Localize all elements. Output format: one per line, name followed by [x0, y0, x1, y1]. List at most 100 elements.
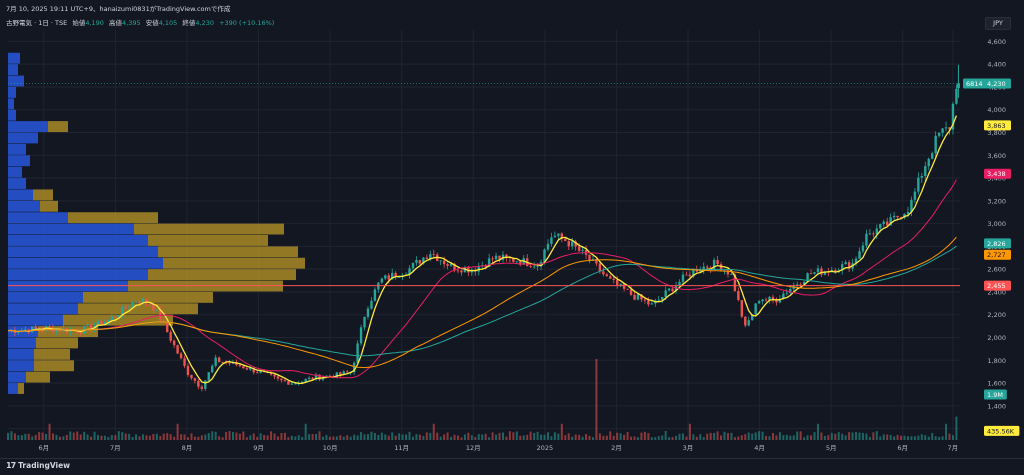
volume-bar	[626, 432, 629, 440]
candle-body	[622, 283, 626, 289]
volume-bar	[58, 436, 61, 440]
high-label: 高値	[109, 19, 123, 27]
volume-bar	[796, 431, 799, 440]
volume-bar	[657, 436, 660, 440]
volume-bar	[481, 434, 484, 440]
volume-bar	[619, 433, 622, 440]
volume-bar	[533, 432, 536, 440]
open-value: 4,190	[85, 19, 104, 27]
symbol-name[interactable]: 古野電気 · 1日 · TSE	[6, 19, 68, 27]
volume-bar	[321, 436, 324, 440]
volume-bar	[221, 437, 224, 440]
volume-bar	[460, 437, 463, 440]
volume-bar	[816, 423, 819, 440]
candle-body	[183, 358, 186, 366]
volume-bar	[290, 435, 293, 440]
volume-profile-row	[8, 178, 26, 189]
volume-bar	[349, 436, 352, 440]
volume-bar	[325, 435, 328, 440]
candle-body	[913, 191, 917, 200]
candle-body	[138, 301, 141, 304]
candle-body	[726, 270, 730, 275]
volume-profile-row	[8, 75, 24, 87]
candle-body	[515, 261, 519, 263]
volume-bar	[484, 433, 487, 440]
candle-body	[782, 293, 785, 300]
volume-profile-row	[8, 246, 158, 258]
volume-bar	[470, 435, 473, 440]
volume-bar	[775, 435, 778, 440]
candle-body	[882, 221, 885, 225]
tradingview-logo[interactable]: 17 TradingView	[6, 461, 70, 470]
candle-body	[307, 377, 311, 380]
candle-body	[245, 368, 249, 370]
volume-bar	[335, 436, 338, 440]
volume-bar	[155, 433, 158, 440]
candle-body	[269, 372, 273, 375]
volume-bar	[837, 432, 840, 440]
candle-body	[910, 199, 913, 212]
candle-body-last	[956, 83, 960, 89]
volume-profile-row	[8, 257, 163, 269]
candle-body	[494, 255, 498, 260]
candle-body	[48, 326, 51, 328]
candle-body	[917, 177, 920, 192]
volume-bar	[754, 432, 757, 440]
candle-body	[176, 345, 179, 354]
volume-bar	[605, 435, 608, 440]
candle-body	[702, 266, 705, 271]
volume-profile-row	[78, 303, 198, 315]
candle-body	[384, 275, 387, 279]
volume-bar	[612, 435, 615, 440]
volume-bar	[751, 433, 754, 440]
volume-bar	[228, 431, 231, 440]
close-label: 終値	[182, 19, 196, 27]
candle-body	[858, 251, 861, 259]
volume-bar	[789, 435, 792, 440]
change-value: +390 (+10.16%)	[219, 19, 275, 27]
currency-button[interactable]: JPY	[985, 17, 1011, 30]
candle-body	[179, 353, 183, 359]
candle-body	[131, 302, 134, 308]
candle-body	[380, 278, 384, 283]
x-axis-tick-label: 11月	[394, 444, 409, 452]
candle-body	[775, 300, 778, 303]
candle-body	[89, 324, 93, 330]
candle-body	[432, 254, 435, 255]
y-axis-tick-label: 2,000	[987, 334, 1006, 342]
volume-bar	[671, 437, 674, 440]
volume-bar	[633, 436, 636, 440]
volume-bar	[450, 436, 453, 440]
candle-body	[719, 264, 723, 271]
volume-bar	[723, 431, 726, 440]
candle-body	[391, 272, 394, 280]
volume-bar	[609, 431, 612, 440]
volume-bar	[207, 433, 210, 440]
volume-bar	[529, 431, 532, 440]
volume-bar	[906, 436, 909, 440]
price-badge-text: 3,863	[987, 122, 1006, 130]
volume-bar	[256, 436, 259, 440]
candle-body	[124, 306, 127, 309]
candle-body	[532, 266, 536, 268]
volume-bar	[456, 435, 459, 440]
candle-body	[633, 294, 636, 300]
open-label: 始値	[72, 19, 86, 27]
volume-bar	[557, 433, 560, 440]
volume-bar	[356, 435, 359, 440]
volume-bar	[363, 434, 366, 440]
volume-bar	[218, 436, 221, 440]
volume-bar	[62, 436, 65, 440]
volume-bar	[398, 433, 401, 440]
candle-body	[346, 371, 349, 373]
volume-bar	[546, 432, 549, 440]
tradingview-logo-text: TradingView	[18, 461, 71, 470]
volume-bar	[702, 437, 705, 440]
candle-body	[681, 274, 685, 282]
volume-bar	[771, 433, 774, 440]
volume-bar	[370, 431, 373, 440]
candle-body	[238, 365, 242, 367]
volume-profile-row	[8, 143, 26, 155]
volume-bar	[377, 435, 380, 440]
